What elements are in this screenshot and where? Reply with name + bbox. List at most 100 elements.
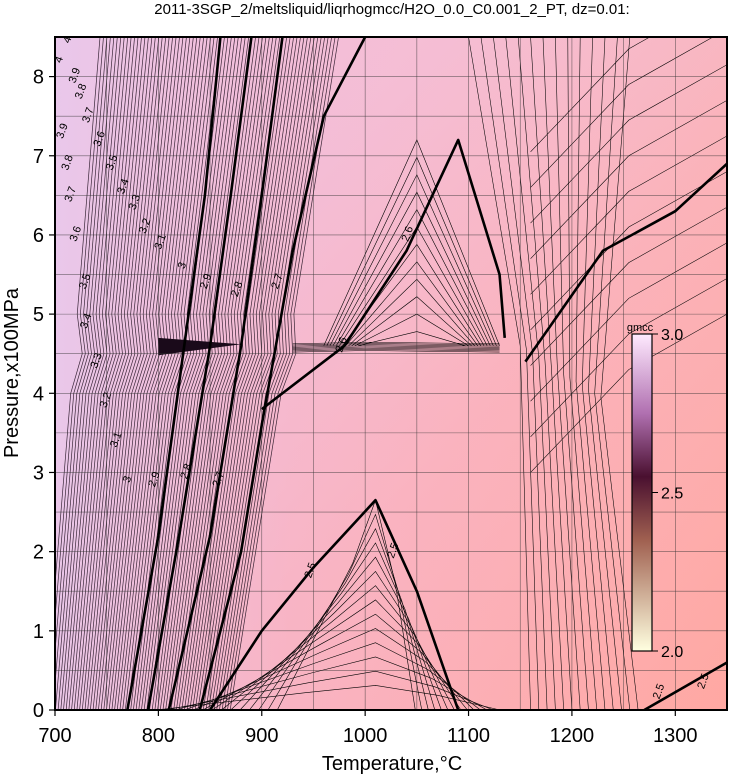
contour-line — [55, 37, 108, 656]
contour-line — [108, 37, 184, 710]
contour-label: 2.5 — [651, 682, 668, 700]
contour-line — [63, 37, 125, 710]
contour-line — [159, 37, 250, 710]
x-tick-label: 1100 — [447, 725, 490, 747]
contour-line — [530, 242, 727, 402]
contour-line — [68, 37, 132, 710]
contour-line — [530, 278, 727, 438]
chart-title: 2011-3SGP_2/meltsliquid/liqrhogmcc/H2O_0… — [154, 1, 629, 18]
colorbar: gmcc 2.0 2.5 3.0 — [627, 322, 683, 661]
contour-line — [505, 37, 556, 710]
colorbar-tick-label: 3.0 — [661, 327, 683, 344]
contour-label: 2.6 — [333, 336, 350, 354]
plot-area: 443.93.93.83.83.73.73.63.63.53.53.43.43.… — [53, 35, 728, 711]
contour-line — [219, 37, 326, 710]
bold-contours — [126, 37, 727, 710]
contour-label: 3.8 — [59, 153, 76, 171]
contour-line — [170, 37, 263, 710]
contour-line — [600, 37, 639, 710]
contour-label: 3.3 — [127, 193, 144, 211]
contour-line — [192, 37, 291, 710]
contour-line-bold — [260, 138, 507, 411]
contour-line — [202, 613, 468, 710]
colorbar-tick-label: 2.0 — [661, 644, 683, 661]
contour-line — [530, 171, 727, 331]
contour-line — [165, 37, 256, 710]
contour-label: 3.9 — [54, 122, 71, 140]
contour-label: 3.9 — [67, 66, 84, 84]
contour-line — [106, 37, 180, 710]
x-axis-label: Temperature,°C — [322, 753, 462, 775]
contour-label: 3.1 — [108, 431, 125, 449]
contour-line — [194, 37, 294, 710]
contour-line — [100, 37, 173, 710]
x-tick-label: 1000 — [343, 725, 388, 747]
contour-line-bold — [208, 498, 460, 710]
contour-line — [55, 37, 111, 688]
contour-label: 3.1 — [152, 233, 169, 251]
contour-label: 4 — [53, 55, 66, 65]
contour-line — [249, 542, 436, 710]
x-tick-label: 900 — [245, 725, 278, 747]
y-tick-label: 3 — [33, 462, 44, 484]
contour-label: 3.4 — [115, 177, 132, 195]
y-tick-label: 0 — [33, 700, 44, 722]
contour-label: 2.9 — [198, 272, 215, 290]
y-tick-label: 5 — [33, 304, 44, 326]
contour-line — [197, 37, 298, 710]
contour-line — [181, 37, 277, 710]
contour-line — [130, 37, 211, 710]
colorbar-ticks: 2.0 2.5 3.0 — [652, 327, 683, 661]
contour-line — [517, 37, 564, 710]
contour-dense-wedge — [158, 337, 242, 356]
contour-line — [122, 37, 201, 710]
contour-line — [154, 37, 243, 710]
contour-line — [60, 37, 122, 710]
contour-line — [73, 37, 139, 710]
contour-label: 2.8 — [178, 462, 195, 480]
x-axis: 700 800 900 1000 1100 1200 1300 — [38, 710, 698, 747]
contour-label: 3.3 — [88, 351, 105, 369]
contour-label: 3.2 — [98, 391, 115, 409]
contour-line-bold — [126, 37, 222, 710]
contour-line — [81, 37, 149, 710]
contour-label: 2.5 — [302, 561, 319, 579]
contour-line — [76, 37, 142, 710]
contour-line — [229, 37, 339, 710]
contour-label: 3.7 — [80, 106, 97, 124]
contour-line — [55, 37, 101, 589]
contour-line — [57, 37, 118, 710]
contour-line — [575, 37, 606, 710]
contour-line — [208, 37, 312, 710]
contour-line — [65, 37, 129, 710]
contour-line — [156, 685, 501, 710]
contour-line — [173, 37, 267, 710]
y-axis-label: Pressure,x100MPa — [1, 287, 23, 458]
contour-line — [221, 585, 455, 710]
y-tick-label: 4 — [33, 383, 44, 405]
contour-line — [530, 37, 714, 188]
contour-label: 4 — [61, 35, 74, 45]
contour-line — [202, 37, 305, 710]
contour-label: 2.8 — [229, 280, 246, 298]
contour-label: 2.9 — [146, 470, 163, 488]
contour-label: 3 — [176, 261, 189, 271]
contour-line — [55, 37, 104, 623]
x-tick-label: 1300 — [653, 725, 698, 747]
contour-line — [79, 37, 146, 710]
gridlines — [55, 37, 727, 710]
contour-label: 2.7 — [210, 470, 227, 488]
contour-line — [567, 37, 598, 710]
contour-line-bold — [524, 162, 727, 363]
contour-line — [55, 37, 115, 710]
contour-line — [205, 37, 308, 710]
contour-label: 2.7 — [269, 272, 286, 290]
contour-line — [95, 37, 167, 710]
colorbar-gradient — [631, 333, 653, 652]
y-tick-label: 6 — [33, 225, 44, 247]
colorbar-label: gmcc — [627, 322, 654, 334]
contour-line — [542, 37, 581, 710]
contour-line — [116, 37, 194, 710]
x-tick-label: 1200 — [550, 725, 595, 747]
